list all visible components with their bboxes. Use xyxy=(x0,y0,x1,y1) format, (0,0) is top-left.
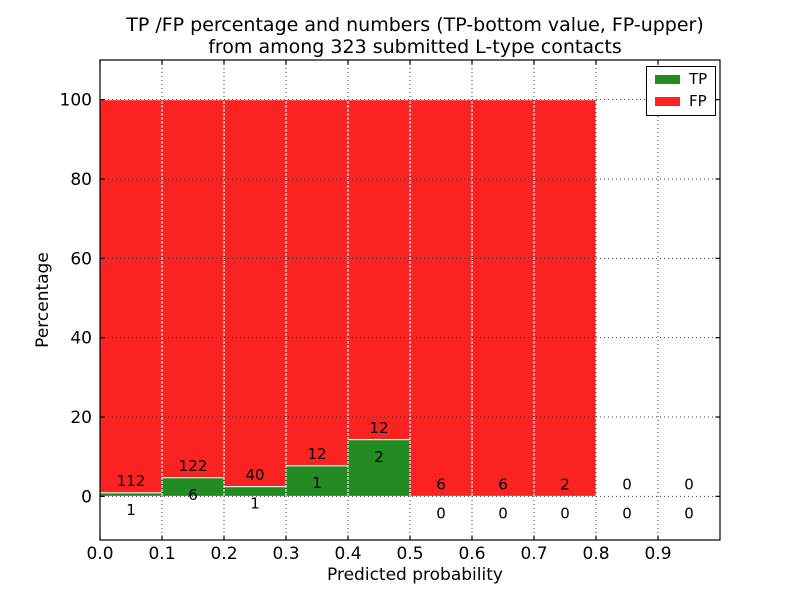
x-tick-label: 0.2 xyxy=(210,544,237,564)
y-axis-label: Percentage xyxy=(33,252,53,348)
bar-fp-3 xyxy=(285,99,349,467)
y-tick-label: 80 xyxy=(70,170,92,190)
bar-tp-3 xyxy=(285,465,349,497)
tp-count-label-5: 0 xyxy=(436,504,446,522)
tp-count-label-9: 0 xyxy=(684,504,694,522)
x-tick-label: 0.6 xyxy=(458,544,485,564)
bar-fp-4 xyxy=(347,99,411,441)
x-tick-label: 0.3 xyxy=(272,544,299,564)
fp-count-label-6: 6 xyxy=(498,475,508,493)
x-tick-label: 0.1 xyxy=(148,544,175,564)
y-tick-label: 40 xyxy=(70,329,92,349)
x-tick-label: 0.4 xyxy=(334,544,361,564)
bar-tp-0 xyxy=(99,492,163,497)
bar-tp-4 xyxy=(347,439,411,497)
fp-count-label-5: 6 xyxy=(436,475,446,493)
legend: TP FP xyxy=(646,66,717,116)
bar-fp-7 xyxy=(533,99,597,497)
tp-count-label-1: 6 xyxy=(188,486,198,504)
tp-count-label-8: 0 xyxy=(622,504,632,522)
bar-fp-2 xyxy=(223,99,287,488)
chart-title: TP /FP percentage and numbers (TP-bottom… xyxy=(30,14,800,58)
fp-count-label-8: 0 xyxy=(622,475,632,493)
legend-swatch-tp-icon xyxy=(655,75,680,84)
x-axis-label: Predicted probability xyxy=(327,565,503,585)
legend-item-tp: TP xyxy=(655,72,707,87)
legend-swatch-fp-icon xyxy=(655,97,680,106)
x-tick-label: 0.9 xyxy=(644,544,671,564)
tp-count-label-3: 1 xyxy=(312,474,322,492)
chart-title-line1: TP /FP percentage and numbers (TP-bottom… xyxy=(126,14,704,36)
tp-count-label-0: 1 xyxy=(126,501,136,519)
fp-count-label-3: 12 xyxy=(307,445,326,463)
chart-title-line2: from among 323 submitted L-type contacts xyxy=(208,36,622,58)
fp-count-label-1: 122 xyxy=(179,457,208,475)
x-tick-label: 0.5 xyxy=(396,544,423,564)
tp-count-label-7: 0 xyxy=(560,504,570,522)
fp-count-label-2: 40 xyxy=(245,466,264,484)
x-tick-label: 0.7 xyxy=(520,544,547,564)
legend-label-fp: FP xyxy=(689,92,707,110)
legend-label-tp: TP xyxy=(689,70,708,88)
bar-fp-1 xyxy=(161,99,225,479)
bar-fp-5 xyxy=(409,99,473,497)
y-tick-label: 60 xyxy=(70,249,92,269)
legend-item-fp: FP xyxy=(655,94,707,109)
tp-count-label-4: 2 xyxy=(374,448,384,466)
tp-count-label-2: 1 xyxy=(250,495,260,513)
fp-count-label-9: 0 xyxy=(684,475,694,493)
fp-count-label-7: 2 xyxy=(560,475,570,493)
bar-fp-6 xyxy=(471,99,535,497)
y-tick-label: 20 xyxy=(70,408,92,428)
y-tick-label: 100 xyxy=(60,91,92,111)
bar-fp-0 xyxy=(99,99,163,494)
x-tick-label: 0.0 xyxy=(86,544,113,564)
y-tick-label: 0 xyxy=(81,487,92,507)
fp-count-label-0: 112 xyxy=(117,472,146,490)
tp-count-label-6: 0 xyxy=(498,504,508,522)
fp-count-label-4: 12 xyxy=(369,419,388,437)
x-tick-label: 0.8 xyxy=(582,544,609,564)
